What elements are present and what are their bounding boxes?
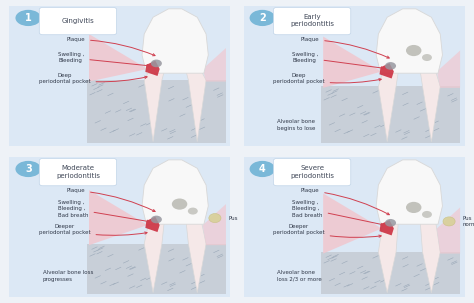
Polygon shape bbox=[380, 63, 394, 78]
Text: Early
periodontitis: Early periodontitis bbox=[290, 14, 334, 28]
Polygon shape bbox=[420, 72, 440, 142]
Text: Swelling ,
Bleeding ,
Bad breath: Swelling , Bleeding , Bad breath bbox=[58, 200, 149, 222]
Polygon shape bbox=[437, 208, 460, 254]
Polygon shape bbox=[380, 220, 394, 235]
Bar bbox=[87, 244, 226, 294]
Text: 2: 2 bbox=[259, 13, 266, 23]
Ellipse shape bbox=[406, 202, 421, 213]
Text: Alveolar bone
begins to lose: Alveolar bone begins to lose bbox=[277, 119, 315, 131]
Bar bbox=[87, 80, 226, 143]
Circle shape bbox=[16, 10, 41, 26]
Polygon shape bbox=[142, 160, 208, 224]
Ellipse shape bbox=[151, 216, 162, 223]
Ellipse shape bbox=[172, 198, 187, 210]
Polygon shape bbox=[146, 61, 160, 76]
Text: 3: 3 bbox=[25, 164, 32, 174]
Text: Swelling ,
Bleeding: Swelling , Bleeding bbox=[292, 52, 383, 69]
Ellipse shape bbox=[406, 45, 421, 56]
Ellipse shape bbox=[443, 217, 455, 226]
Polygon shape bbox=[420, 223, 440, 293]
Ellipse shape bbox=[209, 214, 221, 223]
Polygon shape bbox=[376, 160, 442, 224]
FancyBboxPatch shape bbox=[239, 154, 469, 300]
Polygon shape bbox=[144, 223, 164, 293]
Polygon shape bbox=[89, 34, 147, 82]
Text: 1: 1 bbox=[25, 13, 32, 23]
Text: Deep
periodontal pocket: Deep periodontal pocket bbox=[39, 73, 147, 84]
Text: Deeper
periodontal pocket: Deeper periodontal pocket bbox=[39, 224, 147, 235]
Ellipse shape bbox=[151, 60, 162, 67]
Text: Deeper
periodontal pocket: Deeper periodontal pocket bbox=[273, 224, 381, 238]
Polygon shape bbox=[378, 223, 398, 293]
Ellipse shape bbox=[385, 62, 396, 70]
Text: Swelling ,
Bleeding ,
Bad breath: Swelling , Bleeding , Bad breath bbox=[292, 200, 383, 225]
Text: Swelling ,
Bleeding: Swelling , Bleeding bbox=[58, 52, 149, 67]
Bar bbox=[321, 252, 460, 294]
Bar bbox=[321, 86, 460, 143]
FancyBboxPatch shape bbox=[39, 158, 117, 186]
FancyBboxPatch shape bbox=[273, 158, 351, 186]
FancyBboxPatch shape bbox=[5, 3, 235, 149]
Circle shape bbox=[250, 10, 275, 26]
Circle shape bbox=[16, 161, 41, 177]
Polygon shape bbox=[323, 37, 382, 88]
Text: Alveolar bone
loss 2/3 or more: Alveolar bone loss 2/3 or more bbox=[277, 270, 321, 281]
Polygon shape bbox=[186, 72, 206, 142]
FancyBboxPatch shape bbox=[239, 3, 469, 149]
Polygon shape bbox=[437, 51, 460, 88]
Text: Plaque: Plaque bbox=[301, 37, 389, 58]
Text: Plaque: Plaque bbox=[301, 188, 389, 215]
Circle shape bbox=[250, 161, 275, 177]
Text: 4: 4 bbox=[259, 164, 266, 174]
Text: Plaque: Plaque bbox=[66, 188, 155, 211]
FancyBboxPatch shape bbox=[39, 8, 117, 35]
Ellipse shape bbox=[422, 211, 432, 218]
Polygon shape bbox=[144, 72, 164, 142]
Polygon shape bbox=[203, 48, 226, 82]
Text: Alveolar bone loss
progresses: Alveolar bone loss progresses bbox=[43, 270, 93, 281]
Polygon shape bbox=[146, 217, 160, 232]
Text: Gingivitis: Gingivitis bbox=[62, 18, 94, 24]
Polygon shape bbox=[142, 9, 208, 73]
Text: Pus
normalize: Pus normalize bbox=[462, 216, 474, 227]
Polygon shape bbox=[186, 223, 206, 293]
Polygon shape bbox=[376, 9, 442, 73]
Ellipse shape bbox=[385, 219, 396, 227]
Text: Plaque: Plaque bbox=[66, 37, 155, 56]
Polygon shape bbox=[203, 204, 226, 245]
Ellipse shape bbox=[422, 54, 432, 61]
Text: Pus: Pus bbox=[228, 215, 237, 221]
Polygon shape bbox=[323, 193, 382, 254]
FancyBboxPatch shape bbox=[273, 8, 351, 35]
Text: Severe
periodontitis: Severe periodontitis bbox=[290, 165, 334, 178]
Polygon shape bbox=[378, 72, 398, 142]
Text: Deep
periodontal pocket: Deep periodontal pocket bbox=[273, 73, 381, 84]
FancyBboxPatch shape bbox=[5, 154, 235, 300]
Text: Moderate
periodontitis: Moderate periodontitis bbox=[56, 165, 100, 178]
Ellipse shape bbox=[188, 208, 198, 215]
Polygon shape bbox=[89, 190, 147, 245]
